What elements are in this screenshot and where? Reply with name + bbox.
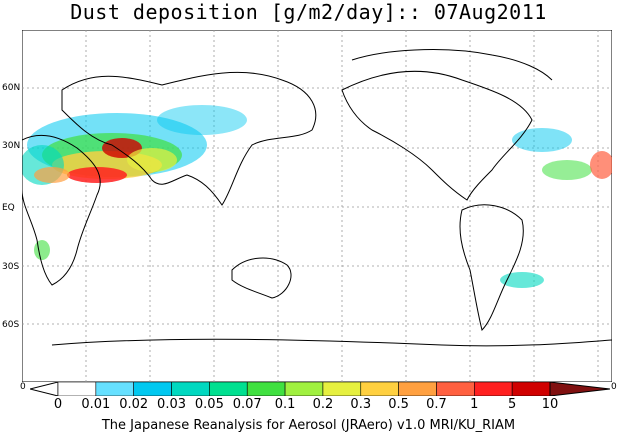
map-title: Dust deposition [g/m2/day]:: 07Aug2011 — [70, 0, 547, 24]
colorbar-tick-label: 0.2 — [312, 397, 334, 412]
footer-credit: The Japanese Reanalysis for Aerosol (JRA… — [101, 418, 516, 433]
colorbar-segment — [398, 382, 437, 396]
colorbar-tick-label: 10 — [541, 397, 559, 412]
lat-label-30n: 30N — [2, 141, 21, 151]
colorbar-left-arrow — [30, 382, 59, 396]
colorbar-right-arrow — [549, 382, 610, 396]
map-frame — [22, 30, 612, 382]
colorbar-tick-label: 1 — [470, 397, 479, 412]
lat-label-eq: EQ — [2, 203, 15, 213]
colorbar-segment — [95, 382, 134, 396]
colorbar-tick-label: 0.01 — [81, 397, 111, 412]
colorbar-segment — [436, 382, 475, 396]
lat-label-60n: 60N — [2, 83, 21, 93]
colorbar-segment — [246, 382, 286, 396]
colorbar-segment — [284, 382, 324, 396]
colorbar-tick-label: 0.1 — [274, 397, 296, 412]
colorbar-tick-label: 5 — [508, 397, 517, 412]
colorbar-segment — [209, 382, 248, 396]
colorbar-segment — [360, 382, 399, 396]
colorbar-tick-label: 0.3 — [350, 397, 372, 412]
colorbar-labels: 0 0.01 0.02 0.03 0.05 0.07 0.1 0.2 0.3 0.5 0.7 1 5 10 — [30, 397, 610, 413]
colorbar-segment — [511, 382, 551, 396]
world-map — [22, 30, 612, 382]
colorbar-tick-label: 0.05 — [194, 397, 224, 412]
colorbar-tick-label: 0.07 — [232, 397, 262, 412]
colorbar-segment — [133, 382, 172, 396]
lat-label-60s: 60S — [2, 320, 20, 330]
colorbar-segment — [474, 382, 513, 396]
coastlines — [22, 49, 612, 347]
colorbar-tick-label: 0.7 — [426, 397, 447, 412]
colorbar-tick-label: 0.02 — [119, 397, 149, 412]
colorbar — [30, 382, 610, 396]
colorbar-right-edge: 0 — [611, 382, 617, 392]
colorbar-tick-label: 0 — [53, 397, 63, 412]
colorbar-segment — [322, 382, 362, 396]
colorbar-segment — [171, 382, 210, 396]
colorbar-left-edge: 0 — [20, 382, 26, 392]
lat-label-30s: 30S — [2, 262, 20, 272]
colorbar-tick-label: 0.03 — [157, 397, 187, 412]
colorbar-tick-label: 0.5 — [388, 397, 409, 412]
dust-plumes — [22, 105, 612, 288]
colorbar-segment — [57, 382, 97, 396]
